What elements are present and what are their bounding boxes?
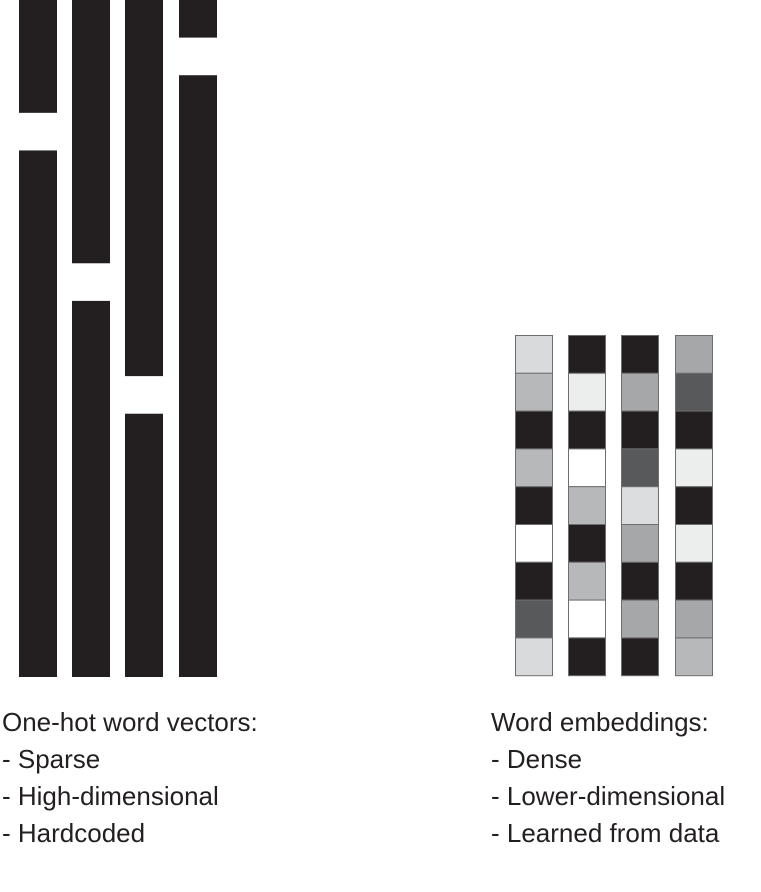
one-hot-vector-3 bbox=[125, 0, 163, 677]
embedding-cell bbox=[675, 637, 713, 677]
embedding-cell bbox=[675, 486, 713, 526]
embedding-vector-1 bbox=[515, 335, 553, 677]
embedding-cell bbox=[675, 448, 713, 488]
embedding-cell bbox=[621, 599, 659, 639]
one-hot-vector-bar bbox=[179, 0, 217, 677]
embedding-caption: Word embeddings: - Dense - Lower-dimensi… bbox=[491, 704, 725, 852]
word-embedding-vectors bbox=[515, 335, 713, 677]
embedding-cell bbox=[621, 637, 659, 677]
one-hot-vector-4 bbox=[179, 0, 217, 677]
embedding-cell bbox=[675, 561, 713, 601]
embedding-cell bbox=[675, 335, 713, 374]
embedding-property-lower-dimensional: - Lower-dimensional bbox=[491, 781, 726, 811]
embedding-cell bbox=[515, 372, 553, 412]
one-hot-active-cell bbox=[72, 263, 110, 301]
embedding-cell bbox=[675, 599, 713, 639]
embedding-cell bbox=[515, 637, 553, 677]
embedding-cell bbox=[515, 524, 553, 563]
embedding-cell bbox=[568, 410, 606, 450]
one-hot-active-cell bbox=[125, 376, 163, 414]
one-hot-heading: One-hot word vectors: bbox=[2, 707, 258, 737]
embedding-cell bbox=[568, 524, 606, 563]
embedding-vector-3 bbox=[621, 335, 659, 677]
embedding-cell bbox=[621, 372, 659, 412]
embedding-cell bbox=[568, 599, 606, 639]
embedding-cell bbox=[515, 486, 553, 526]
one-hot-vectors bbox=[19, 0, 217, 677]
embedding-cell bbox=[568, 335, 606, 374]
one-hot-vector-bar bbox=[19, 0, 57, 677]
embedding-cell bbox=[515, 599, 553, 639]
one-hot-vector-bar bbox=[72, 0, 110, 677]
embedding-cell bbox=[621, 335, 659, 374]
one-hot-property-hardcoded: - Hardcoded bbox=[2, 818, 146, 848]
embedding-cell bbox=[675, 524, 713, 563]
embedding-cell bbox=[621, 561, 659, 601]
embedding-cell bbox=[515, 561, 553, 601]
embedding-cell bbox=[568, 561, 606, 601]
embedding-heading: Word embeddings: bbox=[491, 707, 709, 737]
embedding-vector-2 bbox=[568, 335, 606, 677]
embedding-cell bbox=[621, 410, 659, 450]
embedding-cell bbox=[515, 448, 553, 488]
one-hot-vector-bar bbox=[125, 0, 163, 677]
embedding-property-dense: - Dense bbox=[491, 744, 583, 774]
one-hot-property-high-dimensional: - High-dimensional bbox=[2, 781, 219, 811]
embedding-cell bbox=[568, 448, 606, 488]
embedding-cell bbox=[621, 448, 659, 488]
one-hot-active-cell bbox=[179, 37, 217, 76]
embedding-cell bbox=[568, 486, 606, 526]
embedding-property-learned: - Learned from data bbox=[491, 818, 720, 848]
embedding-cell bbox=[568, 637, 606, 677]
embedding-cell bbox=[621, 486, 659, 526]
embedding-cell bbox=[675, 372, 713, 412]
one-hot-property-sparse: - Sparse bbox=[2, 744, 101, 774]
one-hot-vector-2 bbox=[72, 0, 110, 677]
one-hot-active-cell bbox=[19, 112, 57, 151]
one-hot-caption: One-hot word vectors: - Sparse - High-di… bbox=[2, 704, 258, 852]
embedding-cell bbox=[515, 335, 553, 374]
embedding-cell bbox=[675, 410, 713, 450]
embedding-cell bbox=[621, 524, 659, 563]
embedding-cell bbox=[515, 410, 553, 450]
embedding-vector-4 bbox=[675, 335, 713, 677]
one-hot-vector-1 bbox=[19, 0, 57, 677]
embedding-cell bbox=[568, 372, 606, 412]
